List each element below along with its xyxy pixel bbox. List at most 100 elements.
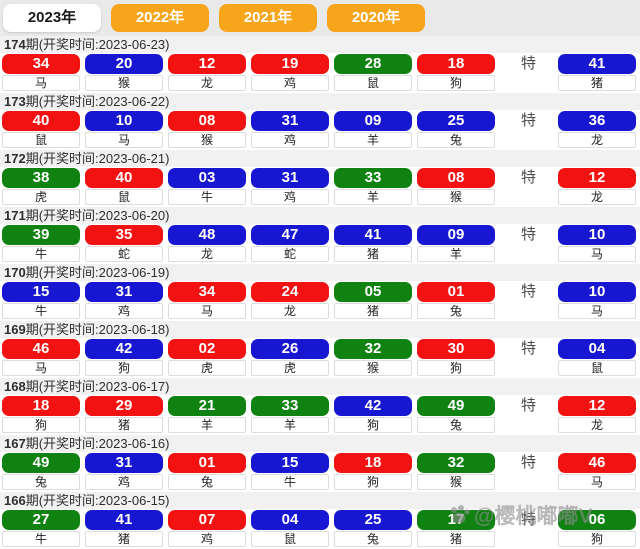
draw-period-title: 171期(开奖时间:2023-06-20)	[4, 208, 170, 223]
tab-year-2023[interactable]: 2023年	[3, 4, 101, 32]
ball-cell: 28 鼠	[334, 54, 412, 91]
draw-period-title: 170期(开奖时间:2023-06-19)	[4, 265, 170, 280]
ball-number: 27	[2, 510, 80, 530]
ball-cell: 40 鼠	[85, 168, 163, 205]
ball-number: 10	[558, 282, 636, 302]
zodiac-label: 兔	[417, 303, 495, 319]
ball-cell: 29 猪	[85, 396, 163, 433]
ball-number: 25	[417, 111, 495, 131]
ball-number: 47	[251, 225, 329, 245]
special-marker: 特	[520, 511, 537, 528]
balls-row: 39 牛 35 蛇 48 龙 47 蛇 41 猪 09 羊特 10 马	[0, 224, 640, 264]
draw-block-170: 170期(开奖时间:2023-06-19) 15 牛 31 鸡 34 马 24 龙 05 猪 01 兔特…	[0, 264, 640, 321]
ball-number: 17	[417, 510, 495, 530]
ball-number: 10	[85, 111, 163, 131]
ball-cell: 25 兔	[417, 111, 495, 148]
draw-block-173: 173期(开奖时间:2023-06-22) 40 鼠 10 马 08 猴 31 鸡 09 羊 25 兔特…	[0, 93, 640, 150]
tab-year-2022[interactable]: 2022年	[111, 4, 209, 32]
ball-cell: 38 虎	[2, 168, 80, 205]
ball-cell: 35 蛇	[85, 225, 163, 262]
zodiac-label: 龙	[558, 417, 636, 433]
zodiac-label: 马	[558, 303, 636, 319]
ball-number: 49	[2, 453, 80, 473]
balls-row: 38 虎 40 鼠 03 牛 31 鸡 33 羊 08 猴特 12 龙	[0, 167, 640, 207]
ball-cell: 08 猴	[417, 168, 495, 205]
ball-number: 31	[251, 168, 329, 188]
ball-cell: 03 牛	[168, 168, 246, 205]
zodiac-label: 兔	[334, 531, 412, 547]
ball-cell: 09 羊	[334, 111, 412, 148]
ball-cell: 05 猪	[334, 282, 412, 319]
ball-cell: 08 猴	[168, 111, 246, 148]
ball-number: 20	[85, 54, 163, 74]
ball-cell: 30 狗	[417, 339, 495, 376]
ball-cell: 15 牛	[251, 453, 329, 490]
special-ball-cell: 04 鼠	[558, 339, 636, 376]
zodiac-label: 马	[2, 360, 80, 376]
ball-number: 39	[2, 225, 80, 245]
zodiac-label: 马	[2, 75, 80, 91]
ball-cell: 31 鸡	[251, 168, 329, 205]
tab-year-2020[interactable]: 2020年	[327, 4, 425, 32]
zodiac-label: 猴	[417, 474, 495, 490]
zodiac-label: 猴	[168, 132, 246, 148]
draw-block-167: 167期(开奖时间:2023-06-16) 49 兔 31 鸡 01 兔 15 牛 18 狗 32 猴特…	[0, 435, 640, 492]
ball-cell: 09 羊	[417, 225, 495, 262]
ball-number: 28	[334, 54, 412, 74]
ball-number: 31	[251, 111, 329, 131]
ball-number: 19	[251, 54, 329, 74]
draw-period-title: 167期(开奖时间:2023-06-16)	[4, 436, 170, 451]
ball-number: 31	[85, 453, 163, 473]
zodiac-label: 牛	[2, 246, 80, 262]
ball-number: 06	[558, 510, 636, 530]
draw-period-title: 168期(开奖时间:2023-06-17)	[4, 379, 170, 394]
zodiac-label: 狗	[334, 417, 412, 433]
ball-cell: 02 虎	[168, 339, 246, 376]
special-marker: 特	[520, 169, 537, 186]
ball-number: 30	[417, 339, 495, 359]
zodiac-label: 马	[558, 474, 636, 490]
draw-block-174: 174期(开奖时间:2023-06-23) 34 马 20 猴 12 龙 19 鸡 28 鼠 18 狗特…	[0, 36, 640, 93]
ball-number: 12	[558, 168, 636, 188]
ball-number: 10	[558, 225, 636, 245]
ball-cell: 10 马	[85, 111, 163, 148]
special-ball-cell: 12 龙	[558, 396, 636, 433]
zodiac-label: 马	[558, 246, 636, 262]
ball-cell: 25 兔	[334, 510, 412, 547]
ball-cell: 31 鸡	[85, 282, 163, 319]
ball-cell: 42 狗	[334, 396, 412, 433]
draw-block-169: 169期(开奖时间:2023-06-18) 46 马 42 狗 02 虎 26 虎 32 猴 30 狗特…	[0, 321, 640, 378]
zodiac-label: 兔	[168, 474, 246, 490]
zodiac-label: 狗	[417, 75, 495, 91]
ball-cell: 49 兔	[2, 453, 80, 490]
balls-row: 18 狗 29 猪 21 羊 33 羊 42 狗 49 兔特 12 龙	[0, 395, 640, 435]
zodiac-label: 鸡	[251, 189, 329, 205]
ball-number: 33	[251, 396, 329, 416]
ball-number: 03	[168, 168, 246, 188]
zodiac-label: 兔	[417, 417, 495, 433]
ball-number: 32	[417, 453, 495, 473]
zodiac-label: 虎	[251, 360, 329, 376]
draw-block-171: 171期(开奖时间:2023-06-20) 39 牛 35 蛇 48 龙 47 蛇 41 猪 09 羊特…	[0, 207, 640, 264]
ball-cell: 07 鸡	[168, 510, 246, 547]
zodiac-label: 鸡	[251, 132, 329, 148]
tab-year-2021[interactable]: 2021年	[219, 4, 317, 32]
ball-number: 21	[168, 396, 246, 416]
ball-cell: 40 鼠	[2, 111, 80, 148]
ball-cell: 41 猪	[85, 510, 163, 547]
ball-number: 25	[334, 510, 412, 530]
ball-number: 15	[251, 453, 329, 473]
ball-number: 31	[85, 282, 163, 302]
special-marker: 特	[520, 340, 537, 357]
draw-period-title: 173期(开奖时间:2023-06-22)	[4, 94, 170, 109]
ball-number: 01	[168, 453, 246, 473]
ball-number: 41	[334, 225, 412, 245]
ball-number: 42	[334, 396, 412, 416]
ball-number: 15	[2, 282, 80, 302]
ball-number: 18	[2, 396, 80, 416]
ball-cell: 41 猪	[334, 225, 412, 262]
zodiac-label: 龙	[168, 75, 246, 91]
zodiac-label: 蛇	[251, 246, 329, 262]
draw-period-title: 169期(开奖时间:2023-06-18)	[4, 322, 170, 337]
ball-number: 04	[558, 339, 636, 359]
